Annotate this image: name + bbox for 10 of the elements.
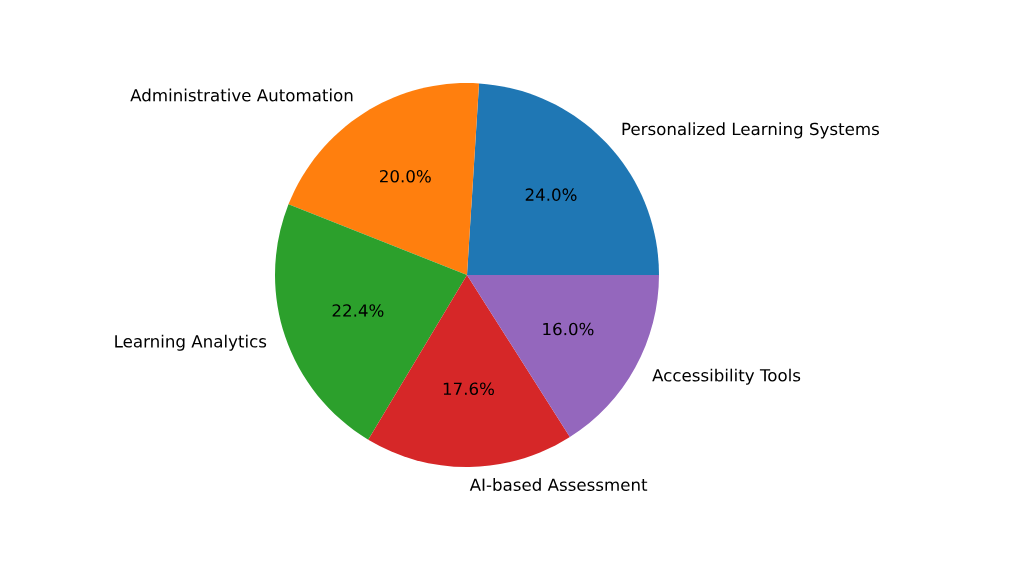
data-label: 24.0%	[525, 188, 577, 201]
data-label: 16.0%	[543, 322, 594, 336]
data-label: 22.4%	[332, 304, 384, 317]
slice-label: Personalized Learning Systems	[622, 122, 879, 139]
data-label: 20.0%	[380, 169, 431, 183]
data-label: 17.6%	[443, 382, 494, 396]
slice-label: Accessibility Tools	[652, 368, 801, 385]
slice-label: Administrative Automation	[130, 88, 353, 102]
slice-label: AI-based Assessment	[469, 478, 648, 492]
slice-label: Learning Analytics	[115, 334, 267, 351]
